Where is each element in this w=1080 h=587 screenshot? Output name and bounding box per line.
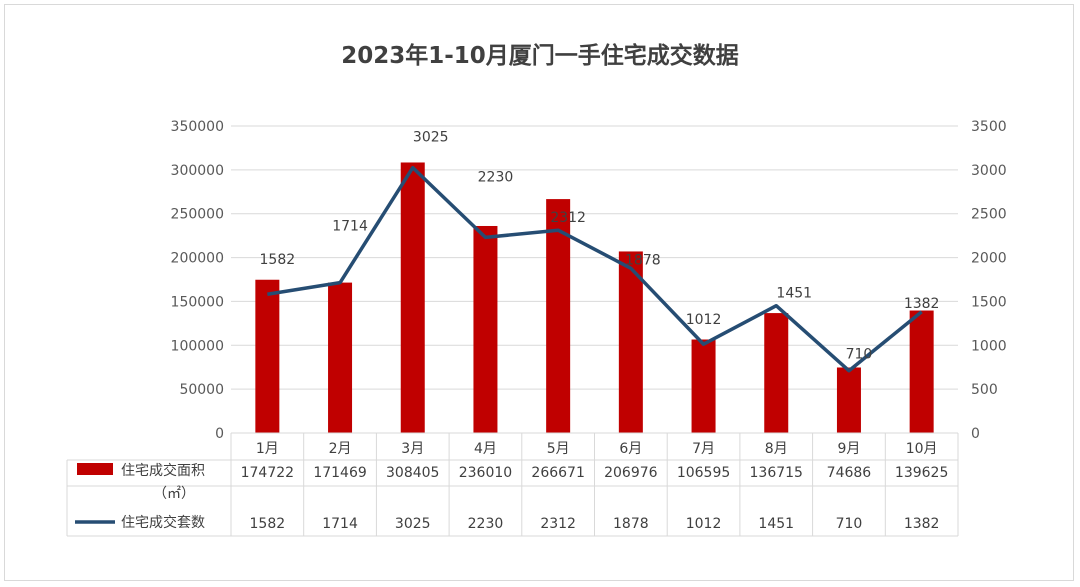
y-left-tick-label: 0 bbox=[215, 426, 224, 442]
table-cell-count: 1012 bbox=[686, 516, 722, 532]
x-category-label: 5月 bbox=[547, 441, 570, 457]
bar bbox=[618, 251, 643, 433]
table-cell-count: 1878 bbox=[613, 516, 649, 532]
line-data-label: 2312 bbox=[550, 210, 586, 226]
x-category-label: 10月 bbox=[906, 441, 938, 457]
axis-ticks: 0 50000 100000 150000 200000 250000 300000 3500… bbox=[171, 119, 1007, 442]
table-cell-count: 1582 bbox=[250, 516, 286, 532]
table-cell-count: 710 bbox=[836, 516, 863, 532]
x-category-label: 8月 bbox=[765, 441, 788, 457]
bar bbox=[691, 339, 716, 433]
y-right-tick-label: 3000 bbox=[971, 163, 1007, 179]
bar bbox=[764, 313, 789, 433]
bar bbox=[400, 162, 425, 434]
x-category-label: 7月 bbox=[692, 441, 715, 457]
table-cell-area: 171469 bbox=[313, 465, 366, 481]
chart-title: 2023年1-10月厦门一手住宅成交数据 bbox=[341, 42, 739, 69]
y-right-tick-label: 1000 bbox=[971, 338, 1007, 354]
line-data-label: 1012 bbox=[686, 312, 722, 328]
x-category-label: 3月 bbox=[401, 441, 424, 457]
table-cell-area: 308405 bbox=[386, 465, 439, 481]
line-series bbox=[267, 165, 923, 373]
table-cell-area: 74686 bbox=[827, 465, 872, 481]
y-left-tick-label: 150000 bbox=[171, 294, 224, 310]
x-category-label: 2月 bbox=[329, 441, 352, 457]
table-cell-count: 3025 bbox=[395, 516, 431, 532]
x-category-label: 1月 bbox=[256, 441, 279, 457]
line-data-label: 1451 bbox=[776, 286, 812, 302]
y-right-tick-label: 2500 bbox=[971, 207, 1007, 223]
bar bbox=[546, 199, 571, 433]
y-right-tick-label: 3500 bbox=[971, 119, 1007, 135]
y-left-tick-label: 250000 bbox=[171, 207, 224, 223]
table-cell-area: 266671 bbox=[531, 465, 584, 481]
y-right-tick-label: 0 bbox=[971, 426, 980, 442]
bar bbox=[909, 310, 934, 433]
y-left-tick-label: 350000 bbox=[171, 119, 224, 135]
table-cell-count: 1714 bbox=[322, 516, 358, 532]
table-cell-count: 2312 bbox=[540, 516, 576, 532]
table-cell-area: 206976 bbox=[604, 465, 658, 481]
table-cell-area: 236010 bbox=[459, 465, 512, 481]
line-data-label: 1878 bbox=[625, 252, 661, 268]
line-data-label: 2230 bbox=[478, 169, 514, 185]
line-data-label: 3025 bbox=[413, 130, 449, 146]
y-left-tick-label: 50000 bbox=[179, 382, 224, 398]
bar-series bbox=[255, 162, 934, 434]
table-cell-area: 139625 bbox=[895, 465, 948, 481]
y-right-tick-label: 500 bbox=[971, 382, 998, 398]
gridlines bbox=[231, 125, 958, 390]
line-path bbox=[267, 165, 923, 373]
y-left-tick-label: 200000 bbox=[171, 251, 224, 267]
x-category-label: 9月 bbox=[837, 441, 860, 457]
bar bbox=[473, 225, 498, 433]
line-data-label: 1714 bbox=[332, 219, 368, 235]
data-labels: 1582 1714 3025 2230 2312 1878 1012 1451 710 1382 bbox=[260, 130, 940, 363]
chart-frame: 2023年1-10月厦门一手住宅成交数据 0 50000 100000 150000 2… bbox=[4, 4, 1074, 581]
table-cell-count: 1382 bbox=[904, 516, 940, 532]
line-data-label: 1582 bbox=[260, 252, 296, 268]
table-cell-area: 106595 bbox=[677, 465, 730, 481]
line-data-label: 1382 bbox=[904, 296, 940, 312]
y-left-tick-label: 300000 bbox=[171, 163, 224, 179]
chart-canvas: 2023年1-10月厦门一手住宅成交数据 0 50000 100000 150000 2… bbox=[66, 42, 1007, 537]
x-category-label: 6月 bbox=[619, 441, 642, 457]
y-right-tick-label: 1500 bbox=[971, 294, 1007, 310]
table-cell-area: 136715 bbox=[750, 465, 803, 481]
bar bbox=[328, 282, 353, 433]
y-right-tick-label: 2000 bbox=[971, 251, 1007, 267]
bar bbox=[836, 367, 861, 433]
y-left-tick-label: 100000 bbox=[171, 338, 224, 354]
table-cell-count: 2230 bbox=[468, 516, 504, 532]
legend-label-bar: 住宅成交面积 bbox=[121, 462, 205, 479]
legend-unit-bar: （㎡） bbox=[153, 486, 195, 502]
line-data-label: 710 bbox=[846, 347, 873, 363]
bar bbox=[255, 279, 280, 433]
data-table: 1月 2月 3月 4月 5月 6月 7月 8月 9月 10月 174722 171469 308405 2… bbox=[66, 432, 959, 537]
table-cell-count: 1451 bbox=[758, 516, 794, 532]
table-cell-area: 174722 bbox=[241, 465, 294, 481]
x-category-label: 4月 bbox=[474, 441, 497, 457]
legend-label-line: 住宅成交套数 bbox=[121, 514, 205, 531]
legend-key-bar bbox=[77, 463, 113, 475]
